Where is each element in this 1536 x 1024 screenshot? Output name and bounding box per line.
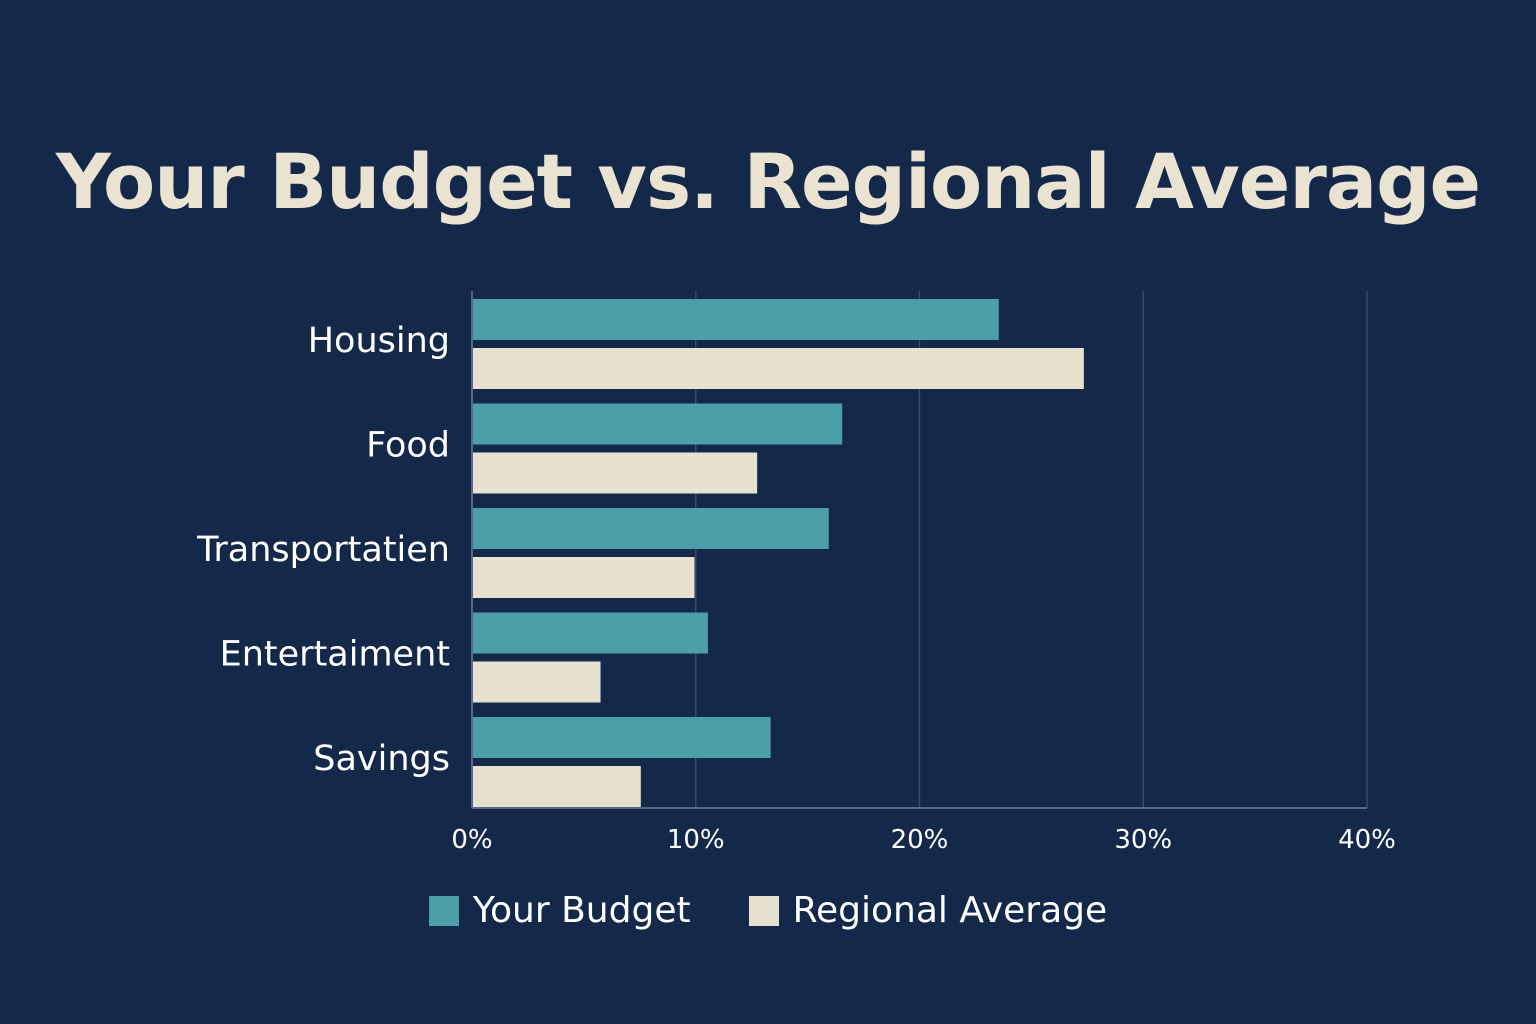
bar-housing-your-budget[interactable]	[473, 299, 999, 340]
legend-swatch-your-budget	[428, 895, 459, 926]
tick-label-0: 0%	[451, 825, 492, 855]
legend: Your Budget Regional Average	[0, 890, 1536, 931]
axis-layer	[471, 291, 1367, 809]
tick-label-30: 30%	[1114, 825, 1172, 855]
label-layer: 0% 10% 20% 30% 40% Housing Food Transportatien E…	[196, 321, 1396, 855]
bar-food-regional-average[interactable]	[473, 452, 758, 494]
bar-food-your-budget[interactable]	[473, 403, 843, 445]
tick-label-20: 20%	[891, 825, 949, 855]
legend-label-your-budget: Your Budget	[472, 890, 691, 931]
legend-swatch-regional-average	[748, 895, 779, 926]
category-label-food: Food	[366, 426, 450, 466]
bar-layer	[473, 299, 1084, 807]
category-label-housing: Housing	[308, 321, 450, 361]
bar-savings-regional-average[interactable]	[473, 766, 641, 807]
legend-item-your-budget[interactable]: Your Budget	[428, 890, 691, 931]
bar-entertaiment-regional-average[interactable]	[473, 661, 601, 703]
category-label-savings: Savings	[313, 739, 450, 779]
tick-label-10: 10%	[667, 825, 725, 855]
bar-housing-regional-average[interactable]	[473, 348, 1084, 389]
bar-transportatien-regional-average[interactable]	[473, 557, 695, 598]
legend-item-regional-average[interactable]: Regional Average	[748, 890, 1108, 931]
legend-label-regional-average: Regional Average	[792, 890, 1108, 931]
tick-label-40: 40%	[1338, 825, 1396, 855]
bar-savings-your-budget[interactable]	[473, 717, 771, 758]
bar-entertaiment-your-budget[interactable]	[473, 612, 708, 654]
category-label-entertaiment: Entertaiment	[220, 635, 450, 675]
chart-title: Your Budget vs. Regional Average	[55, 137, 1481, 226]
category-label-transportatien: Transportatien	[196, 530, 450, 570]
bar-transportatien-your-budget[interactable]	[473, 508, 829, 549]
